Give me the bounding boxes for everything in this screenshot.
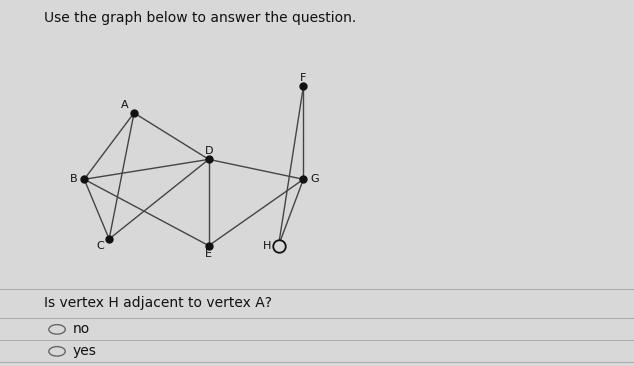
Text: no: no [73,322,90,336]
Text: H: H [263,241,272,251]
Text: Is vertex H adjacent to vertex A?: Is vertex H adjacent to vertex A? [44,296,273,310]
Text: B: B [70,174,77,184]
Text: G: G [310,174,319,184]
Text: yes: yes [73,344,97,358]
Text: A: A [121,100,129,110]
Text: D: D [205,146,213,156]
Text: E: E [205,249,212,259]
Text: F: F [301,73,307,83]
Text: Use the graph below to answer the question.: Use the graph below to answer the questi… [44,11,357,25]
Text: C: C [96,241,104,251]
